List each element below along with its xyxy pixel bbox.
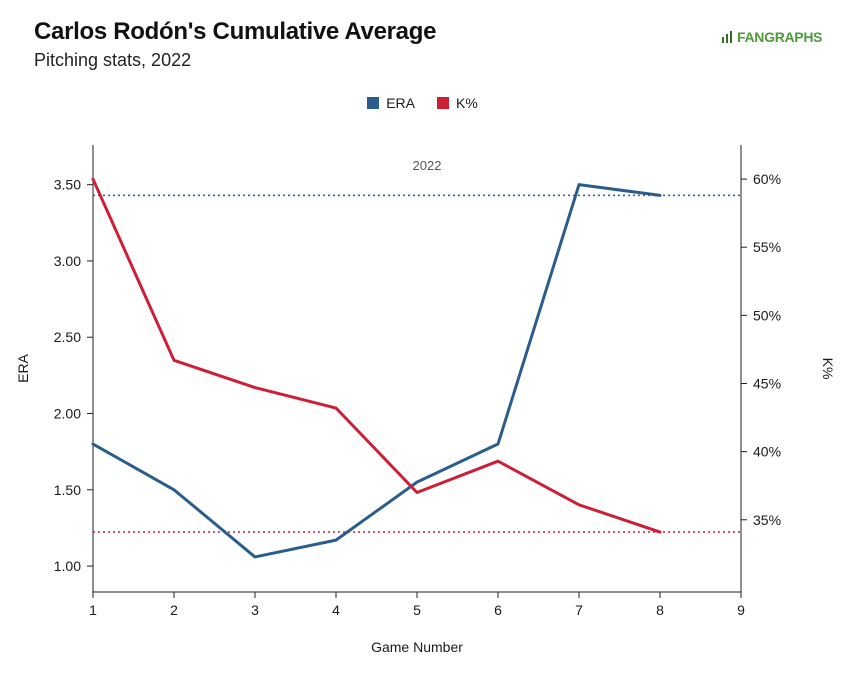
right-tick-label: 60% [753, 171, 781, 187]
right-tick-label: 35% [753, 512, 781, 528]
x-tick-label: 1 [89, 602, 97, 618]
x-tick-label: 8 [656, 602, 664, 618]
right-axis-title: K% [820, 358, 836, 380]
fangraphs-logo: FANGRAPHS [722, 29, 823, 45]
legend-swatch-era [367, 97, 380, 109]
legend-label-era: ERA [386, 95, 415, 111]
left-tick-label: 1.00 [54, 558, 81, 574]
left-tick-label: 3.50 [54, 177, 81, 193]
right-tick-label: 40% [753, 444, 781, 460]
legend-swatch-k-pct [437, 97, 449, 109]
x-tick-label: 4 [332, 602, 340, 618]
legend-label-k-pct: K% [456, 95, 478, 111]
brand-label: FANGRAPHS [737, 29, 823, 45]
right-tick-label: 45% [753, 375, 781, 391]
chart-title: Carlos Rodón's Cumulative Average [34, 18, 437, 45]
legend-item-era: ERA [367, 95, 415, 111]
right-tick-label: 55% [753, 239, 781, 255]
x-axis-title: Game Number [371, 639, 463, 655]
left-tick-label: 2.00 [54, 406, 81, 422]
chart-subtitle: Pitching stats, 2022 [34, 50, 192, 70]
series-line-era [91, 183, 662, 559]
x-tick-label: 3 [251, 602, 259, 618]
x-tick-label: 2 [170, 602, 178, 618]
left-tick-label: 1.50 [54, 482, 81, 498]
x-tick-label: 5 [413, 602, 421, 618]
x-tick-label: 6 [494, 602, 502, 618]
left-tick-label: 2.50 [54, 329, 81, 345]
series-line-k-pct [91, 177, 662, 534]
season-annotation: 2022 [413, 158, 442, 173]
x-tick-label: 7 [575, 602, 583, 618]
legend-item-k-pct: K% [437, 95, 478, 111]
left-tick-label: 3.00 [54, 253, 81, 269]
logo-bars-icon [722, 31, 734, 43]
right-tick-label: 50% [753, 307, 781, 323]
x-tick-label: 9 [737, 602, 745, 618]
left-axis-title: ERA [15, 353, 31, 382]
chart-legend: ERA K% [0, 95, 845, 111]
